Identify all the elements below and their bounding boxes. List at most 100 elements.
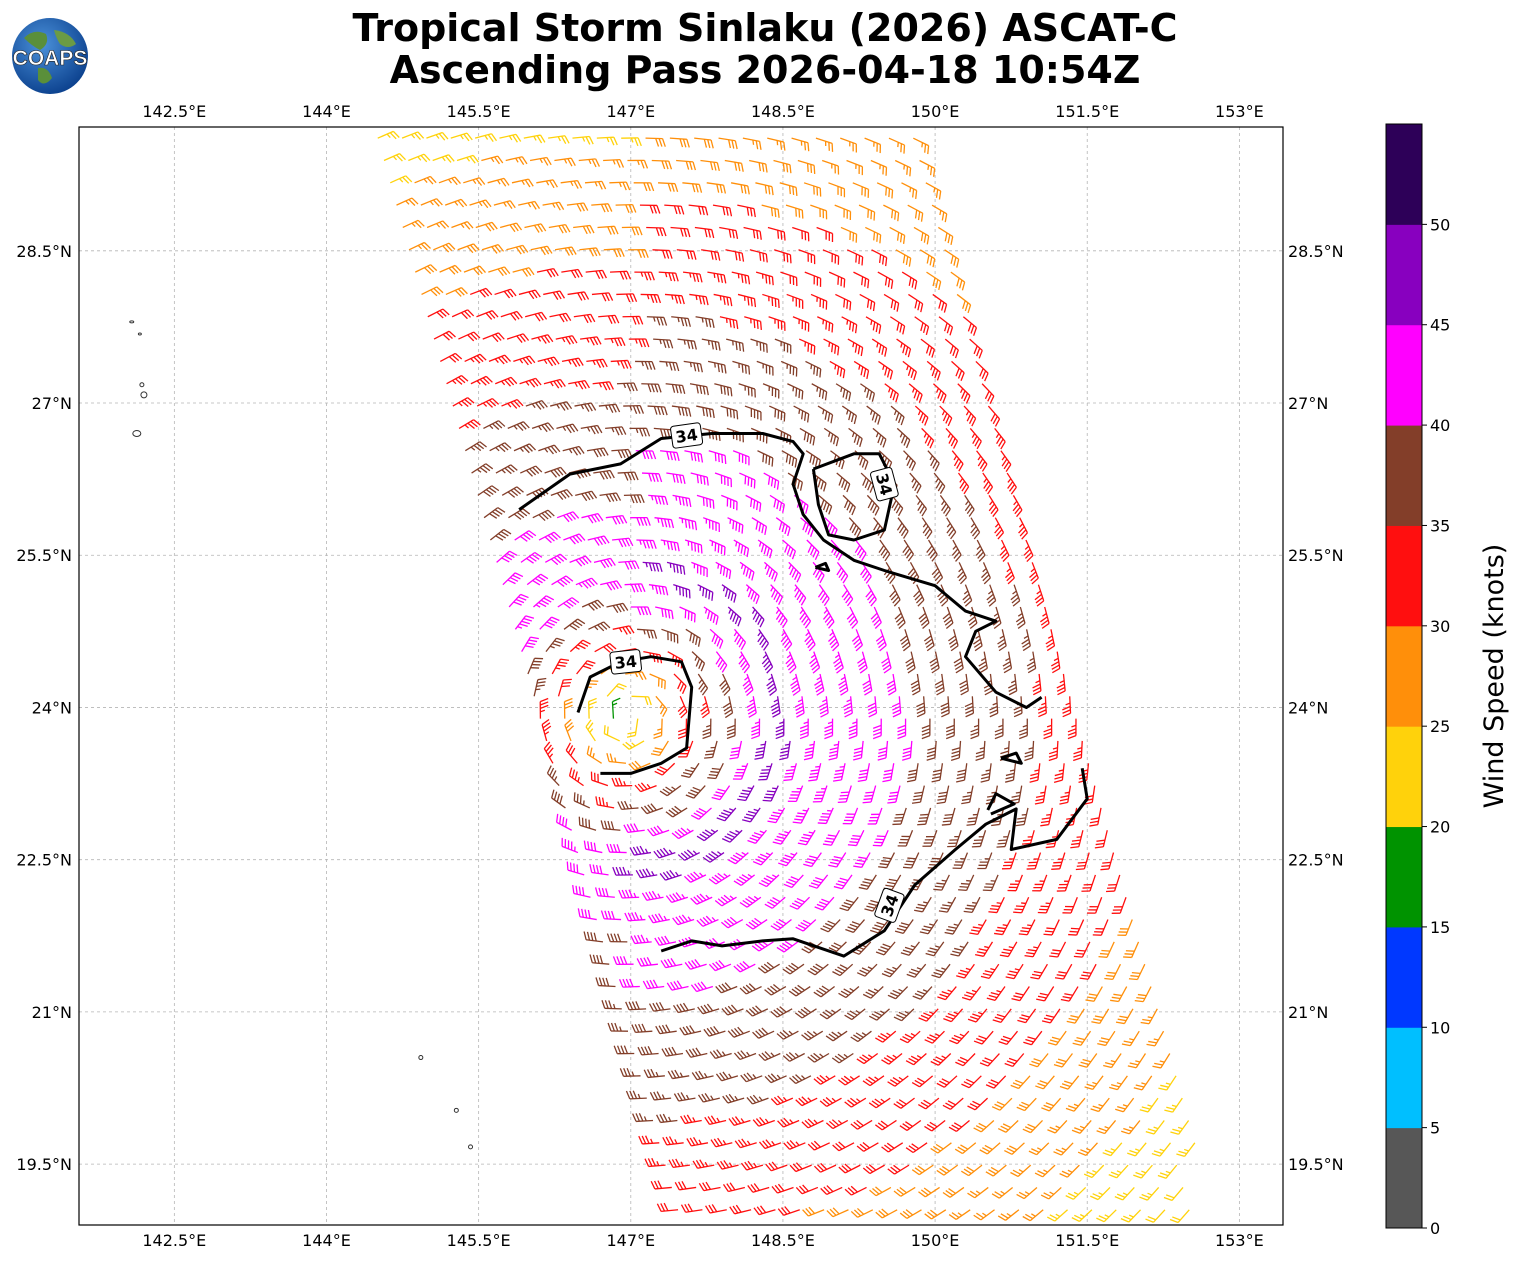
wind-barb [733, 1050, 757, 1061]
wind-barb [891, 696, 902, 718]
colorbar-tick-label: 0 [1430, 1219, 1440, 1238]
colorbar-tick-label: 5 [1430, 1119, 1440, 1138]
wind-barb [588, 621, 611, 632]
wind-barb [680, 1114, 702, 1125]
wind-barb [814, 896, 835, 911]
wind-barb [802, 1206, 825, 1217]
wind-barb [719, 673, 731, 696]
wind-barb [1139, 1187, 1160, 1201]
wind-barb [643, 1068, 665, 1079]
wind-barb [854, 539, 867, 562]
wind-barb [980, 763, 992, 783]
wind-barb [991, 1097, 1013, 1111]
wind-barb [764, 983, 787, 996]
wind-barb [833, 651, 844, 674]
wind-barb [637, 628, 658, 639]
wind-barb [902, 539, 915, 562]
lon-tick-bottom: 144°E [302, 1231, 351, 1250]
wind-barb [538, 444, 561, 455]
wind-barb [1021, 629, 1031, 652]
wind-barb [721, 1004, 744, 1016]
wind-barb [710, 1137, 733, 1148]
wind-barb [817, 584, 830, 606]
wind-barb [985, 1164, 1007, 1177]
wind-barb [745, 917, 768, 930]
wind-barb [659, 869, 682, 881]
wind-barb [685, 785, 706, 799]
wind-barb [994, 427, 1006, 450]
wind-barb [464, 353, 487, 364]
wind-barb [595, 796, 615, 809]
wind-barb [707, 762, 724, 780]
wind-barb [603, 248, 625, 258]
wind-barb [870, 159, 888, 176]
island-outline [137, 332, 142, 336]
wind-barb [651, 159, 673, 170]
wind-barb [1048, 740, 1059, 762]
wind-barb [665, 805, 688, 818]
wind-barb [618, 889, 640, 899]
wind-barb [1045, 629, 1056, 652]
wind-barb [697, 584, 714, 601]
wind-barb [1127, 1142, 1147, 1157]
wind-barb [551, 658, 570, 675]
wind-barb [714, 383, 733, 397]
wind-barb [1065, 1097, 1086, 1112]
wind-barb [956, 963, 975, 979]
wind-barb [840, 137, 858, 153]
wind-barb [844, 1097, 867, 1108]
wind-barb [921, 718, 931, 740]
wind-barb [832, 963, 854, 977]
wind-barb [1109, 1075, 1128, 1091]
wind-barb [636, 539, 657, 549]
wind-barb [986, 986, 1006, 1001]
wind-barb [994, 517, 1005, 540]
wind-barb [377, 130, 400, 140]
island-outline [129, 320, 135, 324]
wind-barb [500, 310, 523, 321]
wind-barb [690, 981, 714, 993]
wind-barb [1157, 1164, 1178, 1179]
wind-barb [445, 287, 468, 297]
wind-barb [901, 182, 918, 200]
wind-barb [600, 820, 621, 831]
wind-barb [1145, 1120, 1165, 1135]
wind-barb [706, 182, 727, 194]
wind-barb [881, 1142, 904, 1153]
wind-barb [1077, 1142, 1098, 1156]
wind-barb [709, 628, 724, 649]
wind-barb [846, 606, 859, 629]
wind-barb [452, 397, 475, 407]
wind-barb [916, 696, 926, 718]
wind-barb [527, 657, 544, 675]
wind-barb [789, 1074, 812, 1085]
wind-barb [1117, 919, 1133, 936]
wind-barb [838, 673, 849, 696]
wind-barb [973, 1119, 995, 1133]
wind-barb [648, 494, 669, 506]
wind-barb [557, 678, 572, 697]
wind-barb [856, 1052, 879, 1065]
wind-barb [1065, 1186, 1087, 1200]
wind-barb [715, 982, 738, 994]
wind-barb [957, 383, 971, 404]
wind-barb [922, 830, 938, 847]
wind-barb [976, 450, 988, 472]
wind-barb [685, 1047, 708, 1058]
wind-barb [944, 919, 963, 935]
wind-barb [536, 267, 559, 278]
wind-barb [678, 517, 698, 531]
wind-barb [756, 360, 774, 376]
wind-barb [789, 1162, 812, 1173]
wind-barb [719, 316, 739, 330]
wind-barb [858, 874, 877, 890]
wind-barb [525, 400, 548, 410]
wind-barb [655, 606, 674, 620]
wind-barb [914, 896, 932, 913]
wind-barb [795, 919, 817, 932]
wind-barb [594, 642, 617, 653]
wind-barb [905, 1142, 928, 1154]
wind-barb [970, 718, 980, 740]
wind-barb [805, 360, 822, 378]
wind-barb [1085, 986, 1103, 1002]
